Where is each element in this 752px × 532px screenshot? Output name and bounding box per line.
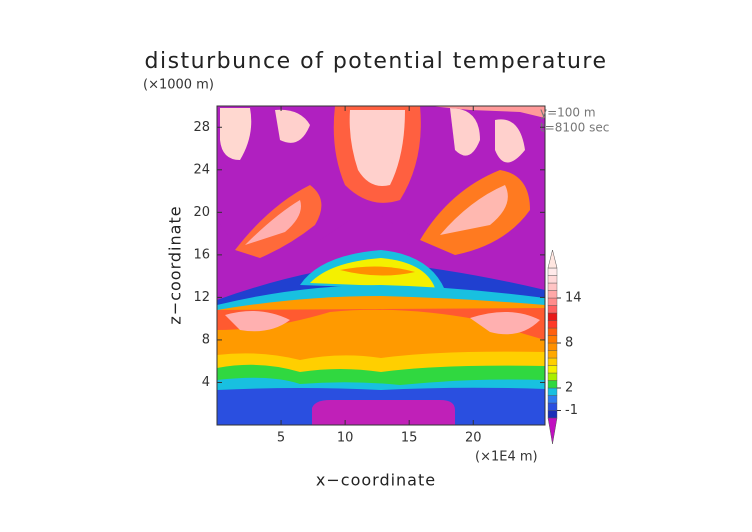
colorbar-cell [547,402,558,411]
x-tick-label: 5 [277,431,285,446]
colorbar-cell [547,320,558,329]
colorbar-extend-under [547,417,558,445]
field-pink [470,311,540,335]
y-tick-label: 4 [202,375,210,390]
y-tick-label: 20 [193,205,210,220]
colorbar-cell [547,297,558,306]
colorbar-cell [547,372,558,381]
y-tick-label: 12 [193,290,210,305]
field-cloud [450,108,480,156]
field-blob [340,266,415,276]
colorbar-extend-over [547,249,558,269]
colorbar-cell [547,387,558,396]
y-tick-label: 28 [193,120,210,135]
colorbar-cell [547,267,558,276]
y-tick-label: 8 [202,332,210,347]
colorbar-cell [547,335,558,344]
colorbar-tick-label: 8 [565,336,573,351]
colorbar-cell [547,357,558,366]
field-cloud [495,119,525,163]
x-axis-label: x−coordinate [316,471,436,490]
y-tick-label: 16 [193,247,210,262]
contour-field [217,106,545,425]
y-tick-label: 24 [193,162,210,177]
x-tick-label: 15 [401,431,418,446]
colorbar-cell [547,395,558,404]
field-streak [245,200,301,245]
y-unit-label: (×1000 m) [143,78,214,93]
colorbar-tick-label: 14 [565,291,582,306]
colorbar-cell [547,282,558,291]
colorbar-cell [547,327,558,336]
field-streak [440,185,508,235]
chart-title: disturbunce of potential temperature [145,49,608,74]
annotation: y=100 m [540,106,596,120]
colorbar-cell [547,275,558,284]
field-cloud [430,106,545,118]
y-axis-label: z−coordinate [166,205,185,324]
plot-frame [216,105,546,426]
colorbar-tick-label: 2 [565,381,573,396]
field-cloud [349,110,405,186]
colorbar-cell [547,410,558,419]
colorbar-tick-label: -1 [565,403,578,418]
colorbar-cell [547,312,558,321]
field-band [217,308,545,340]
field-cloud [275,109,310,143]
x-tick-label: 10 [337,431,354,446]
colorbar-cell [547,380,558,389]
field-blob [312,400,455,425]
colorbar-cell [547,342,558,351]
colorbar-cell [547,290,558,299]
colorbar-cell [547,350,558,359]
x-unit-label: (×1E4 m) [475,450,538,465]
annotation: t=8100 sec [540,121,609,135]
colorbar-cell [547,365,558,374]
field-pink [225,311,290,332]
colorbar-cell [547,305,558,314]
x-tick-label: 20 [465,431,482,446]
field-cloud [220,108,252,160]
